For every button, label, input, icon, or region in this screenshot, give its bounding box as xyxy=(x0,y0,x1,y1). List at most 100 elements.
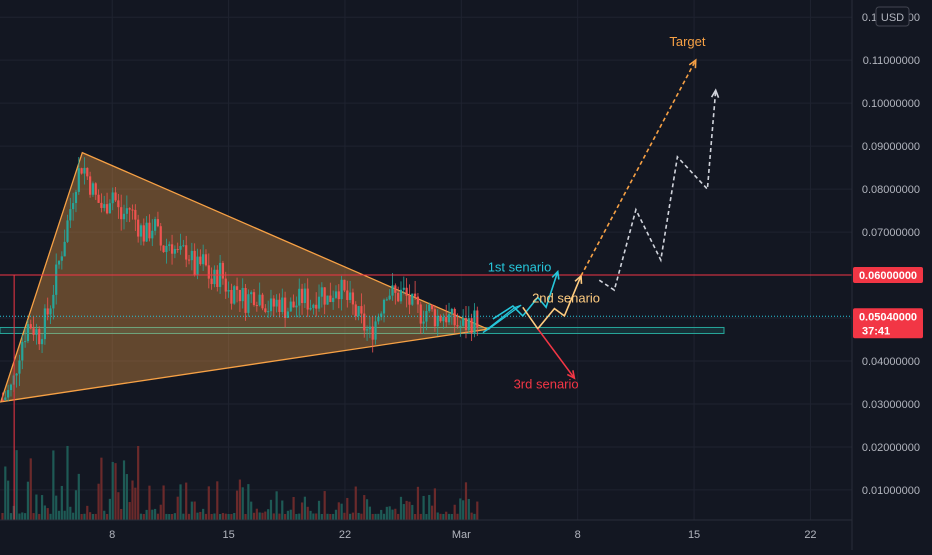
candle-body xyxy=(368,326,371,330)
candle-body xyxy=(312,304,315,308)
candle-body xyxy=(315,304,318,309)
volume-bar xyxy=(221,512,225,520)
candle-body xyxy=(405,287,408,296)
chart-grid xyxy=(0,0,852,520)
volume-bar xyxy=(371,513,374,520)
volume-bar xyxy=(145,509,148,520)
candle-body xyxy=(154,219,157,231)
volume-bar xyxy=(173,513,176,520)
candle-body xyxy=(416,296,420,305)
candle-body xyxy=(55,264,58,295)
volume-bar xyxy=(1,512,4,520)
x-tick-label: 8 xyxy=(575,529,581,541)
volume-bar xyxy=(436,512,439,520)
volume-bar xyxy=(374,513,377,520)
candle-body xyxy=(235,286,239,290)
volume-bar xyxy=(422,495,425,520)
candle-body xyxy=(244,287,247,313)
candle-body xyxy=(66,220,69,242)
candle-body xyxy=(120,207,123,220)
level-lines xyxy=(0,274,852,520)
scenario-3-label: 3rd senario xyxy=(514,377,579,392)
candle-body xyxy=(193,250,196,275)
volume-bar xyxy=(26,481,30,520)
volume-bar xyxy=(269,499,273,520)
candle-body xyxy=(377,316,380,322)
volume-bar xyxy=(224,513,227,520)
candle-body xyxy=(439,315,442,322)
candle-body xyxy=(470,318,473,334)
candle-body xyxy=(275,299,278,307)
candle-body xyxy=(252,292,256,306)
volume-bar xyxy=(428,494,431,520)
projection-path xyxy=(598,90,717,292)
candle-body xyxy=(18,360,21,374)
candle-body xyxy=(4,397,7,400)
volume-bar xyxy=(414,513,417,520)
volume-bar xyxy=(380,509,383,520)
y-tick-label: 0.09000000 xyxy=(862,141,920,153)
volume-bar xyxy=(120,508,123,520)
volume-bar xyxy=(187,513,191,520)
x-axis[interactable]: 8 15 22 Mar 8 15 22 xyxy=(109,529,816,541)
candle-body xyxy=(473,310,476,334)
candle-body xyxy=(52,294,55,309)
candle-body xyxy=(63,241,66,257)
candle-body xyxy=(125,208,128,214)
scenario-3-arrow-head xyxy=(566,370,576,380)
candle-body xyxy=(97,194,100,203)
volume-bar xyxy=(91,514,95,520)
y-tick-label: 0.02000000 xyxy=(862,442,920,454)
volume-bar xyxy=(131,480,134,520)
volume-bar xyxy=(18,513,21,520)
volume-bar xyxy=(365,499,369,520)
y-tick-label: 0.07000000 xyxy=(862,227,920,239)
candle-body xyxy=(326,295,329,305)
candle-body xyxy=(224,278,227,292)
x-tick-label: 8 xyxy=(109,529,115,541)
currency-badge[interactable]: USD xyxy=(875,6,910,27)
candle-body xyxy=(202,254,205,265)
volume-bar xyxy=(105,513,109,520)
volume-bar xyxy=(142,513,145,520)
candle-body xyxy=(371,326,374,340)
candle-body xyxy=(173,248,176,254)
candle-body xyxy=(411,293,414,305)
candle-body xyxy=(442,317,445,322)
candle-body xyxy=(105,204,109,214)
candle-body xyxy=(227,290,230,292)
candle-body xyxy=(131,209,134,211)
target-arrow xyxy=(580,59,697,277)
scenario-3-arrow xyxy=(537,328,576,379)
candle-body xyxy=(255,305,258,307)
x-tick-label: Mar xyxy=(452,529,471,541)
candle-body xyxy=(462,318,465,326)
volume-bar xyxy=(447,513,451,520)
candle-body xyxy=(284,297,287,318)
volume-bar xyxy=(83,513,86,520)
scenario-1-arrow-head xyxy=(551,269,560,280)
volume-bar xyxy=(38,513,41,520)
volume-bar xyxy=(292,496,295,520)
candle-body xyxy=(179,245,182,250)
candle-body xyxy=(103,204,106,208)
candle-body xyxy=(77,168,80,192)
volume-bar xyxy=(456,513,459,520)
volume-bar xyxy=(317,500,321,520)
volume-bar xyxy=(303,496,306,520)
resistance-tag-label: 0.06000000 xyxy=(859,270,917,282)
volume-bar xyxy=(69,506,72,520)
volume-bar xyxy=(49,513,52,520)
volume-bar xyxy=(357,512,360,520)
volume-bar xyxy=(397,513,400,520)
candle-body xyxy=(309,307,312,310)
candle-body xyxy=(317,296,321,309)
support-zone xyxy=(0,326,725,334)
candle-body xyxy=(360,306,363,314)
candle-body xyxy=(137,219,140,237)
candle-body xyxy=(349,292,352,301)
volume-bar xyxy=(193,501,196,520)
volume-bar xyxy=(382,513,386,520)
